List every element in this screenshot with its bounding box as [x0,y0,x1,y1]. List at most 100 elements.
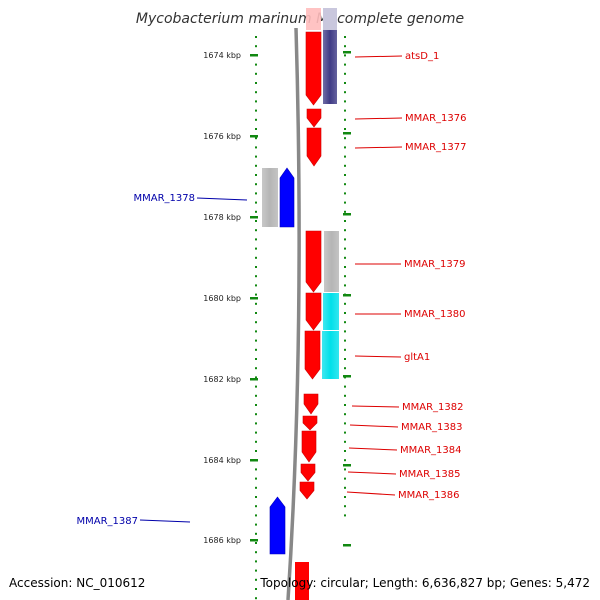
right-tick [344,394,346,397]
cog-block-glta1[interactable] [322,331,339,379]
left-tick [255,588,257,590]
left-tick [255,578,257,581]
left-tick [255,238,257,241]
map-title: Mycobacterium marinum M, complete genome [136,11,464,27]
label-leader-mmar-1376 [354,117,403,120]
right-tick [344,256,346,259]
major-tick [250,378,258,381]
left-tick [255,100,257,103]
gene-label-glta1[interactable]: gltA1 [404,352,430,363]
gene-label-atsd-1[interactable]: atsD_1 [405,51,439,62]
right-tick [344,238,346,241]
gene-arrow-continued-top[interactable] [306,8,321,30]
left-tick [255,505,257,508]
left-tick [255,404,257,406]
left-tick [255,413,257,416]
gene-arrow-mmar-1383[interactable] [302,415,318,431]
genome-backbone [286,27,301,600]
left-tick [255,128,257,130]
left-tick [255,82,257,84]
label-leader-mmar-1384 [348,447,398,451]
cog-block-atsd-1[interactable] [323,30,337,104]
gene-label-mmar-1384[interactable]: MMAR_1384 [400,445,462,456]
right-tick [344,82,346,84]
gene-arrow-mmar-1384[interactable] [301,430,317,463]
left-tick [255,155,257,158]
left-tick [255,91,257,94]
gene-arrow-mmar-1377[interactable] [306,127,322,167]
gene-labels[interactable]: atsD_1 MMAR_1376 MMAR_1377 MMAR_1378 MMAR_13… [77,51,467,527]
left-tick [255,266,257,268]
label-leader-atsd-1 [354,55,403,58]
accession-text: Accession: NC_010612 [9,576,145,590]
gene-arrow-mmar-1385[interactable] [300,463,316,482]
cog-block-mmar-1378[interactable] [262,168,278,227]
right-tick [344,422,346,425]
left-tick [255,174,257,176]
gene-label-mmar-1377[interactable]: MMAR_1377 [405,142,467,153]
gene-label-mmar-1387[interactable]: MMAR_1387 [77,516,139,527]
right-tick [344,72,346,75]
right-tick [344,45,346,48]
left-tick [255,302,257,305]
left-tick [255,293,257,296]
major-tick [343,51,351,54]
major-tick [343,375,351,378]
left-tick [255,192,257,195]
gene-label-mmar-1380[interactable]: MMAR_1380 [404,309,466,320]
right-tick [344,496,346,498]
label-leader-mmar-1383 [349,424,399,428]
gene-arrow-continued-bottom[interactable] [295,562,309,600]
gene-label-mmar-1383[interactable]: MMAR_1383 [401,422,463,433]
left-tick [255,312,257,314]
right-tick [344,220,346,222]
left-tick [255,514,257,517]
backbone-line [286,27,301,600]
left-tick [255,569,257,572]
right-tick [344,174,346,176]
gene-arrow-mmar-1376[interactable] [306,108,322,128]
gene-arrow-glta1[interactable] [304,330,321,380]
left-tick [255,109,257,112]
left-tick [255,146,257,149]
right-tick [344,275,346,278]
major-tick [250,54,258,57]
gene-arrow-mmar-1378[interactable] [279,167,295,228]
gene-label-mmar-1376[interactable]: MMAR_1376 [405,113,467,124]
gene-arrow-mmar-1386[interactable] [299,481,315,500]
kbp-label: 1680 kbp [203,294,241,303]
gene-arrow-mmar-1380[interactable] [305,292,322,331]
right-tick [344,91,346,94]
gene-arrow-atsd-1[interactable] [305,31,322,106]
left-tick [255,36,257,38]
gene-label-mmar-1378[interactable]: MMAR_1378 [134,193,196,204]
right-tick [344,505,346,508]
left-tick [255,330,257,333]
left-tick [255,496,257,498]
gene-arrow-mmar-1387[interactable] [269,496,286,555]
left-tick [255,321,257,324]
left-tick [255,72,257,75]
right-tick [344,348,346,351]
gene-label-mmar-1385[interactable]: MMAR_1385 [399,469,461,480]
right-tick [344,477,346,480]
cog-block-mmar-1379[interactable] [324,231,339,292]
gene-label-mmar-1386[interactable]: MMAR_1386 [398,490,460,501]
cog-block-continued-top[interactable] [323,8,337,30]
left-tick [255,275,257,278]
right-tick [344,164,346,167]
major-tick [343,132,351,135]
cog-block-mmar-1380[interactable] [323,293,339,330]
gene-label-mmar-1379[interactable]: MMAR_1379 [404,259,466,270]
gene-arrow-mmar-1382[interactable] [303,393,319,415]
gene-label-mmar-1382[interactable]: MMAR_1382 [402,402,464,413]
gene-arrow-mmar-1379[interactable] [305,230,322,293]
major-tick [250,539,258,542]
right-tick [344,266,346,268]
left-tick [255,229,257,232]
right-tick [344,100,346,103]
left-tick [255,63,257,66]
right-tick [344,330,346,333]
gene-features[interactable] [262,8,339,600]
